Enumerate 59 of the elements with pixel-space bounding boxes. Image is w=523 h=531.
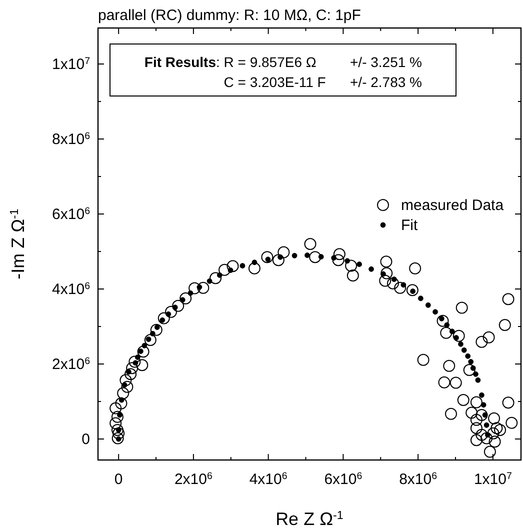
x-tick-label: 2x10$^{6}$ bbox=[174, 470, 212, 488]
y-tick-label: 1x10$^{7}$ bbox=[52, 56, 90, 73]
point bbox=[444, 322, 450, 328]
point bbox=[480, 402, 486, 408]
x-tick-label: 4x10$^{6}$ bbox=[249, 470, 288, 488]
text: C = 3.203E-11 F +/- 2.783 % bbox=[224, 74, 422, 90]
y-tick-label: 6x10$^{6}$ bbox=[52, 206, 90, 223]
point bbox=[206, 278, 212, 284]
point bbox=[380, 271, 386, 277]
point bbox=[478, 392, 484, 398]
legend-label: Fit bbox=[401, 217, 418, 234]
point bbox=[292, 252, 298, 258]
point bbox=[134, 354, 140, 360]
point bbox=[180, 297, 186, 303]
point bbox=[432, 309, 438, 315]
point bbox=[484, 432, 490, 438]
chart-title: parallel (RC) dummy: R: 10 MΩ, C: 1pF bbox=[98, 7, 361, 24]
y-tick-label: 0 bbox=[82, 431, 90, 448]
text: Fit Results: R = 9.857E6 Ω +/- 3.251 % bbox=[144, 54, 422, 70]
point bbox=[142, 342, 148, 348]
point bbox=[449, 328, 455, 334]
point bbox=[118, 397, 124, 403]
x-tick-label: 0 bbox=[114, 471, 123, 488]
point bbox=[470, 365, 476, 371]
point bbox=[356, 262, 362, 267]
point bbox=[461, 347, 467, 353]
y-tick-label: 2x10$^{6}$ bbox=[52, 356, 90, 373]
x-tick-label: 6x10$^{6}$ bbox=[324, 470, 362, 488]
point bbox=[458, 341, 464, 347]
point bbox=[216, 272, 222, 278]
point bbox=[368, 266, 374, 272]
x-tick-label: 8x10$^{6}$ bbox=[399, 470, 438, 488]
point bbox=[468, 359, 474, 364]
point bbox=[150, 330, 156, 336]
point bbox=[465, 353, 471, 359]
point bbox=[278, 254, 283, 260]
point bbox=[196, 284, 202, 290]
point bbox=[482, 412, 488, 418]
point bbox=[331, 255, 337, 261]
point bbox=[484, 422, 490, 428]
x-tick-label: 1x10$^{7}$ bbox=[474, 470, 512, 488]
x-axis-title: Re Z Ω$^{-1}$ bbox=[276, 508, 344, 529]
point bbox=[475, 377, 481, 383]
point bbox=[172, 304, 178, 310]
point bbox=[418, 296, 424, 302]
point bbox=[344, 258, 350, 264]
point bbox=[252, 260, 258, 266]
point bbox=[473, 371, 478, 377]
point bbox=[188, 290, 194, 296]
point bbox=[304, 252, 310, 258]
point bbox=[228, 268, 234, 273]
legend-label: measured Data bbox=[401, 197, 504, 214]
point bbox=[425, 302, 431, 308]
y-tick-label: 8x10$^{6}$ bbox=[52, 130, 90, 148]
point bbox=[318, 254, 324, 260]
point bbox=[240, 263, 246, 268]
point bbox=[391, 276, 397, 282]
point bbox=[400, 282, 406, 288]
y-tick-label: 4x10$^{6}$ bbox=[52, 280, 90, 298]
